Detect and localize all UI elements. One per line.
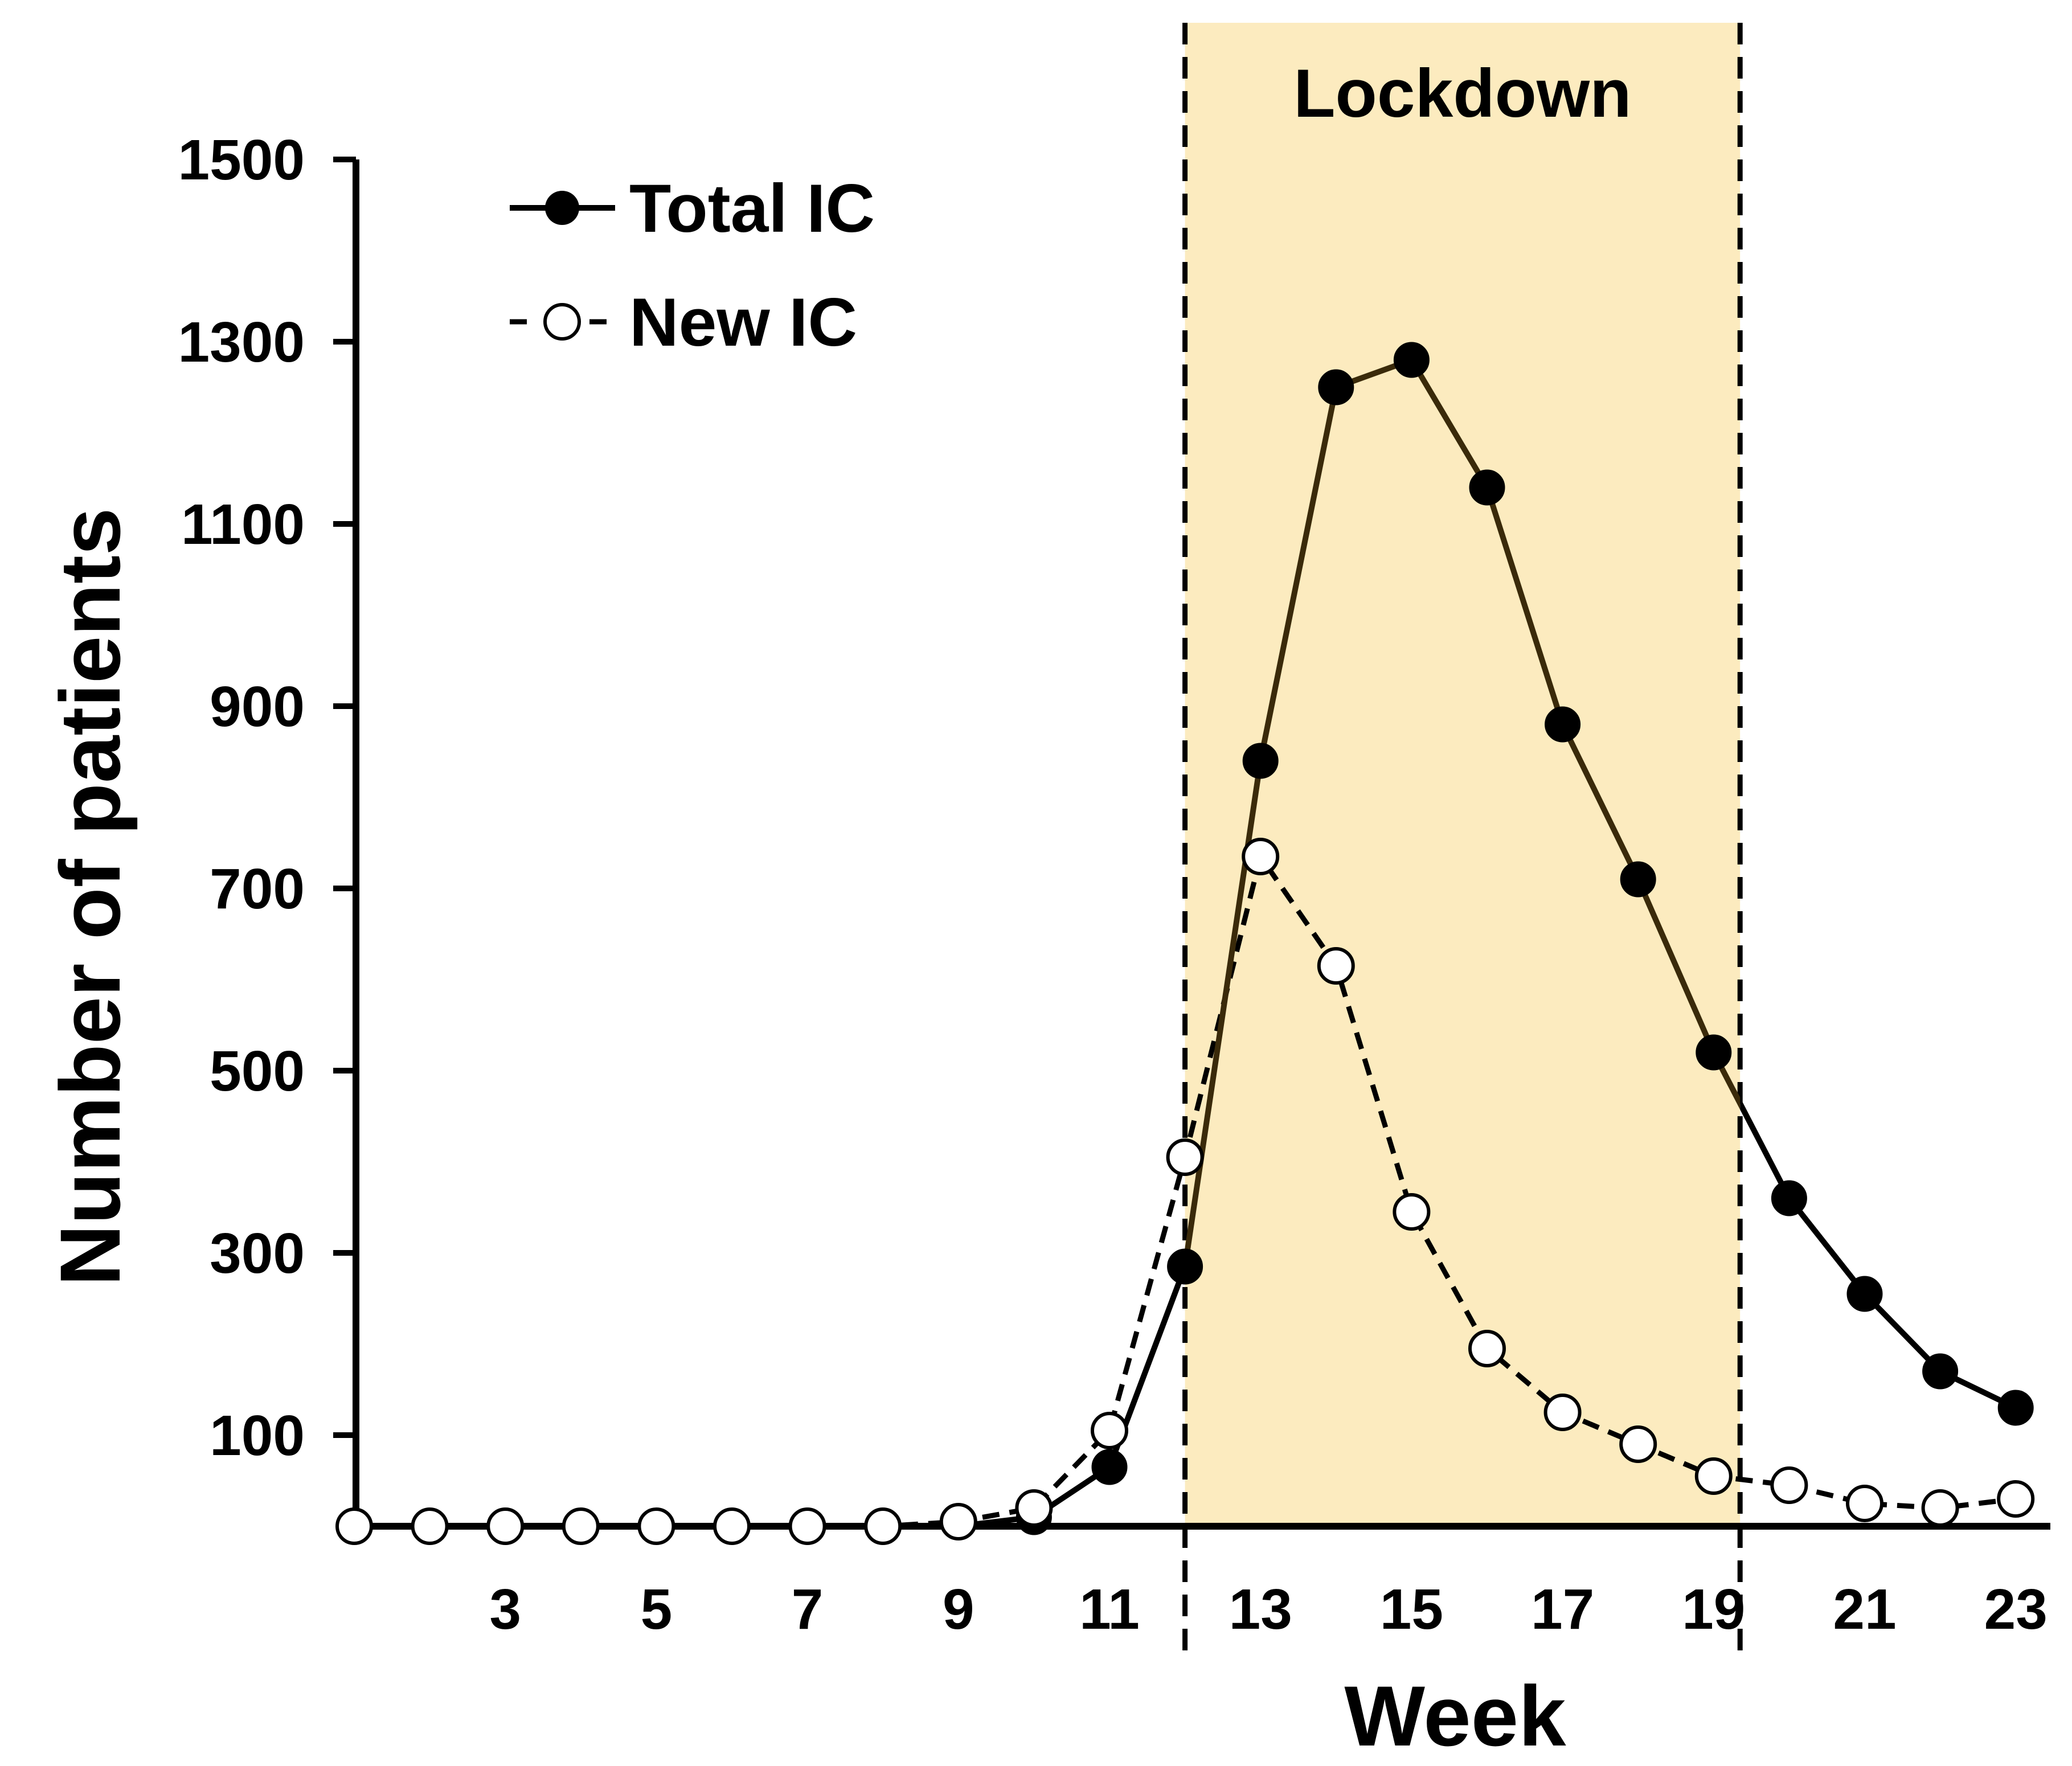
data-point-new-ic [1997, 1480, 2035, 1518]
data-point-new-ic [1694, 1457, 1733, 1495]
data-point-total-ic [1620, 861, 1656, 898]
data-point-new-ic [486, 1507, 525, 1545]
x-tick-label: 9 [943, 1577, 974, 1641]
y-axis-title: Number of patients [42, 508, 138, 1286]
data-point-new-ic [335, 1507, 373, 1545]
data-point-new-ic [1619, 1425, 1657, 1463]
data-point-new-ic [1317, 947, 1355, 985]
x-axis-title: Week [1344, 1668, 1566, 1764]
data-point-total-ic [1318, 369, 1354, 405]
data-point-new-ic [864, 1507, 902, 1545]
legend-marker-total-ic [545, 191, 579, 225]
legend-label-total-ic: Total IC [629, 170, 875, 247]
y-tick-label: 700 [210, 857, 305, 921]
data-point-new-ic [1393, 1193, 1431, 1231]
x-tick-label: 19 [1682, 1577, 1745, 1641]
x-tick-label: 17 [1531, 1577, 1594, 1641]
y-tick-label: 1300 [178, 310, 305, 374]
legend-label-new-ic: New IC [629, 284, 857, 360]
y-tick-label: 1100 [181, 493, 305, 556]
y-tick-label: 900 [210, 675, 305, 739]
series-layer [335, 342, 2035, 1545]
data-point-new-ic [788, 1507, 826, 1545]
y-tick-label: 1500 [178, 128, 305, 192]
data-point-total-ic [1545, 706, 1581, 743]
y-tick-label: 500 [210, 1039, 305, 1103]
data-point-new-ic [1242, 838, 1280, 875]
x-tick-label: 7 [792, 1577, 824, 1641]
data-point-total-ic [1771, 1180, 1807, 1216]
x-tick-label: 11 [1079, 1577, 1140, 1641]
data-point-total-ic [1393, 342, 1430, 378]
data-point-new-ic [637, 1507, 675, 1545]
x-tick-label: 5 [641, 1577, 673, 1641]
data-point-total-ic [1846, 1276, 1883, 1312]
legend: Total IC New IC [510, 170, 875, 360]
axes: 100 300 500 700 900 1100 1300 1500 3 5 7 9 11 13 15 17 1… [42, 128, 2050, 1764]
data-point-new-ic [1015, 1489, 1053, 1527]
data-point-new-ic [1166, 1138, 1204, 1176]
data-point-total-ic [1696, 1034, 1732, 1071]
data-point-new-ic [1543, 1394, 1582, 1431]
data-point-new-ic [1770, 1466, 1808, 1504]
data-point-new-ic [1921, 1489, 1959, 1527]
data-point-new-ic [1846, 1485, 1883, 1522]
data-point-total-ic [1242, 743, 1279, 779]
data-point-total-ic [1922, 1353, 1959, 1390]
data-point-new-ic [1091, 1412, 1128, 1449]
lockdown-region-layer: Lockdown [1182, 23, 1743, 1652]
data-point-new-ic [1468, 1330, 1506, 1367]
lockdown-shaded-region [1185, 23, 1741, 1526]
data-point-total-ic [1469, 469, 1505, 506]
y-tick-label: 100 [210, 1404, 305, 1468]
data-point-total-ic [1997, 1390, 2034, 1426]
data-point-new-ic [562, 1507, 600, 1545]
data-point-new-ic [411, 1507, 449, 1545]
data-point-total-ic [1091, 1449, 1128, 1485]
data-point-new-ic [713, 1507, 751, 1545]
x-tick-label: 15 [1380, 1577, 1443, 1641]
y-tick-label: 300 [210, 1222, 305, 1285]
lockdown-label: Lockdown [1293, 55, 1631, 132]
x-tick-label: 21 [1833, 1577, 1896, 1641]
legend-marker-new-ic [543, 303, 581, 341]
x-tick-label: 13 [1229, 1577, 1292, 1641]
x-tick-label: 3 [489, 1577, 521, 1641]
data-point-new-ic [939, 1503, 977, 1540]
data-point-total-ic [1167, 1248, 1203, 1285]
x-tick-label: 23 [1984, 1577, 2048, 1641]
series-line-total-ic-lockdown-segment [1185, 357, 1741, 1275]
